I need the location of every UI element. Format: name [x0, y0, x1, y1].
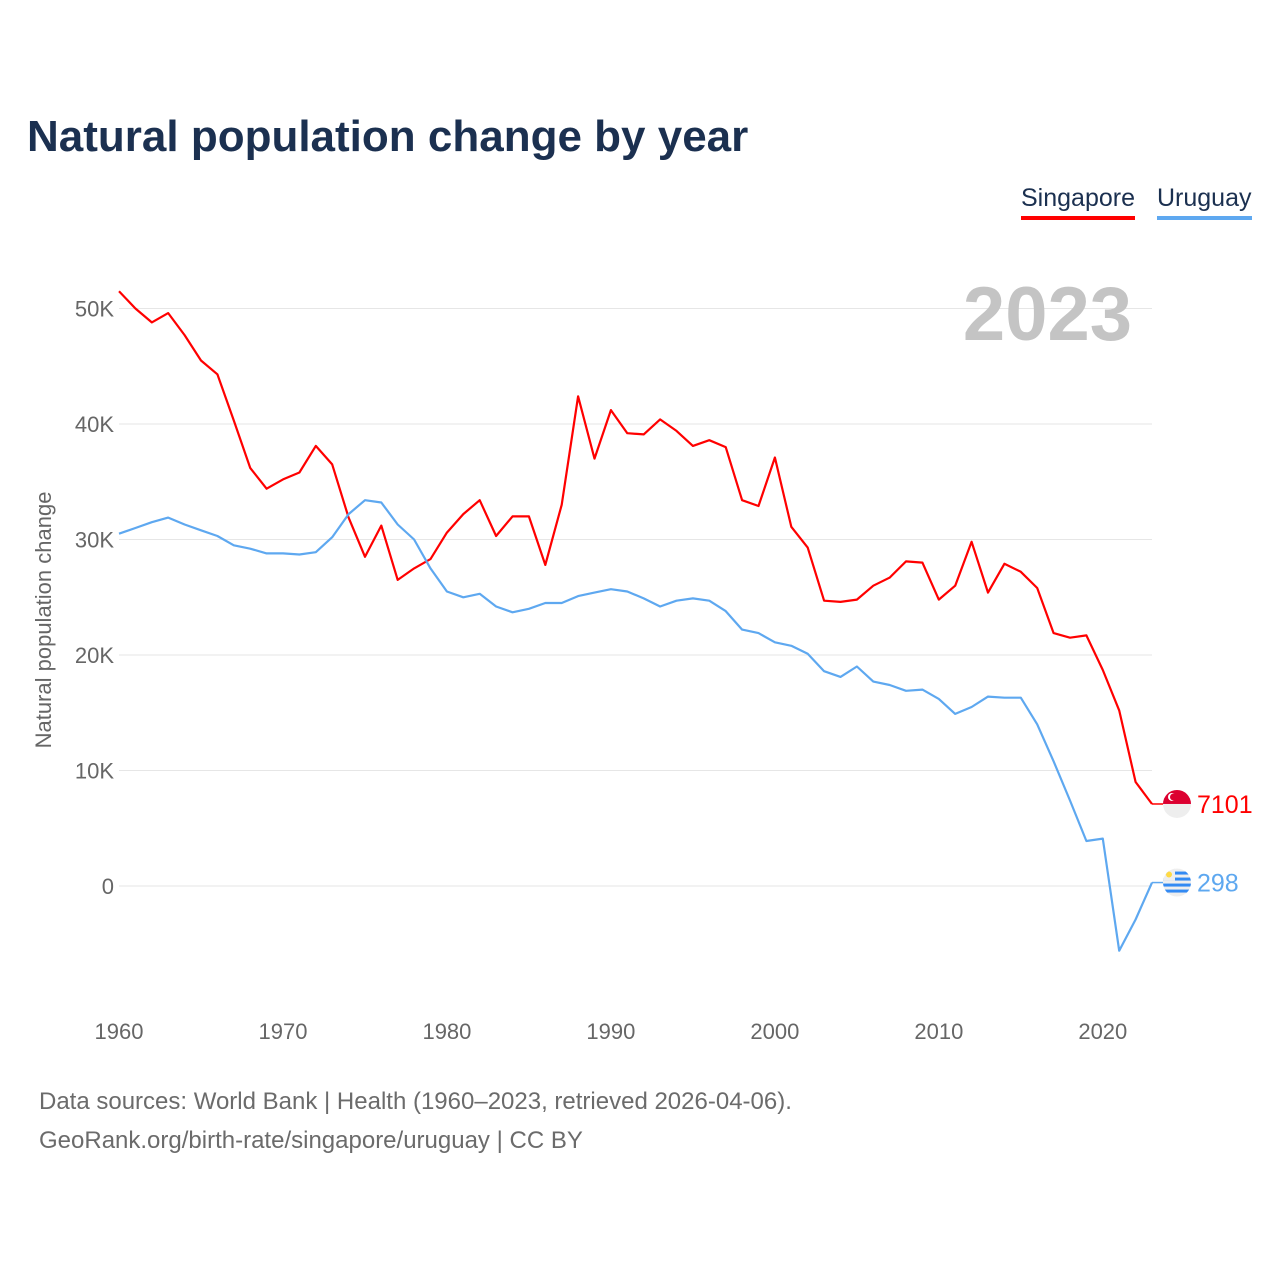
x-tick-label: 1990 — [586, 1019, 635, 1044]
series-line-singapore — [118, 290, 1153, 805]
y-tick-label: 20K — [75, 643, 114, 668]
footer-url[interactable]: GeoRank.org/birth-rate/singapore/uruguay… — [39, 1127, 583, 1154]
legend-singapore[interactable]: Singapore — [1021, 184, 1135, 220]
chart-title: Natural population change by year — [27, 112, 749, 161]
x-tick-label: 2000 — [750, 1019, 799, 1044]
y-axis-label: Natural population change — [31, 492, 56, 749]
end-value-label: 7101 — [1197, 791, 1253, 819]
x-tick-label: 1980 — [422, 1019, 471, 1044]
y-tick-label: 50K — [75, 297, 114, 322]
x-tick-label: 2010 — [914, 1019, 963, 1044]
series-line-uruguay — [118, 499, 1154, 952]
legend-uruguay[interactable]: Uruguay — [1157, 184, 1252, 220]
x-tick-label: 1960 — [95, 1019, 144, 1044]
footer-source: Data sources: World Bank | Health (1960–… — [39, 1088, 792, 1115]
x-tick-label: 1970 — [258, 1019, 307, 1044]
x-tick-label: 2020 — [1078, 1019, 1127, 1044]
y-tick-label: 10K — [75, 759, 114, 784]
end-value-label: 298 — [1197, 870, 1239, 898]
current-year-watermark: 2023 — [963, 272, 1132, 357]
y-tick-label: 0 — [102, 874, 114, 899]
uruguay-flag-icon — [1163, 868, 1191, 897]
y-tick-label: 40K — [75, 412, 114, 437]
y-tick-label: 30K — [75, 528, 114, 553]
singapore-flag-icon — [1163, 789, 1191, 818]
